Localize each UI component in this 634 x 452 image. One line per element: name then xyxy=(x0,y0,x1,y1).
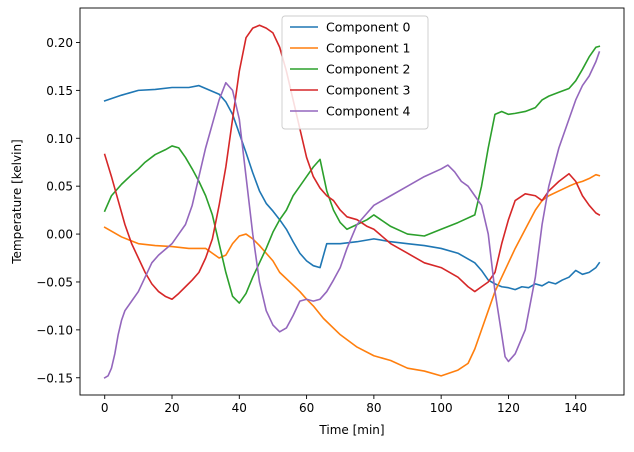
x-tick-label: 140 xyxy=(564,401,587,415)
y-tick-label: 0.20 xyxy=(46,36,73,50)
legend-label-component-4: Component 4 xyxy=(326,104,411,119)
legend: Component 0 Component 1 Component 2 Compone… xyxy=(281,15,429,130)
series-line-component-4 xyxy=(103,51,601,379)
x-tick-label: 0 xyxy=(101,401,109,415)
x-tick-label: 120 xyxy=(497,401,520,415)
y-tick-label: 0.15 xyxy=(46,84,73,98)
y-tick-label: 0.05 xyxy=(46,180,73,194)
x-axis-label: Time [min] xyxy=(318,423,384,437)
x-tick-label: 60 xyxy=(299,401,314,415)
legend-label-component-0: Component 0 xyxy=(326,20,411,35)
y-tick-label: −0.05 xyxy=(36,275,73,289)
y-tick-label: 0.00 xyxy=(46,228,73,242)
legend-box xyxy=(281,15,429,130)
x-tick-label: 100 xyxy=(430,401,453,415)
legend-label-component-3: Component 3 xyxy=(326,83,411,98)
y-tick-label: 0.10 xyxy=(46,132,73,146)
series-line-component-1 xyxy=(103,173,601,377)
series-line-component-2 xyxy=(103,45,601,304)
axes-frame xyxy=(79,7,625,396)
x-tick-label: 40 xyxy=(232,401,247,415)
x-tick-label: 20 xyxy=(164,401,179,415)
x-tick-label: 80 xyxy=(366,401,381,415)
legend-label-component-1: Component 1 xyxy=(326,41,411,56)
legend-label-component-2: Component 2 xyxy=(326,62,411,77)
y-tick-label: −0.10 xyxy=(36,323,73,337)
y-tick-label: −0.15 xyxy=(36,371,73,385)
axes: 0 20 40 60 80 100 120 140 −0.15 −0.10 −0.05 0.00 0.0… xyxy=(10,7,625,437)
series-lines xyxy=(103,24,601,379)
y-axis-label: Temperature [kelvin] xyxy=(10,139,24,264)
series-line-component-3 xyxy=(103,24,601,301)
